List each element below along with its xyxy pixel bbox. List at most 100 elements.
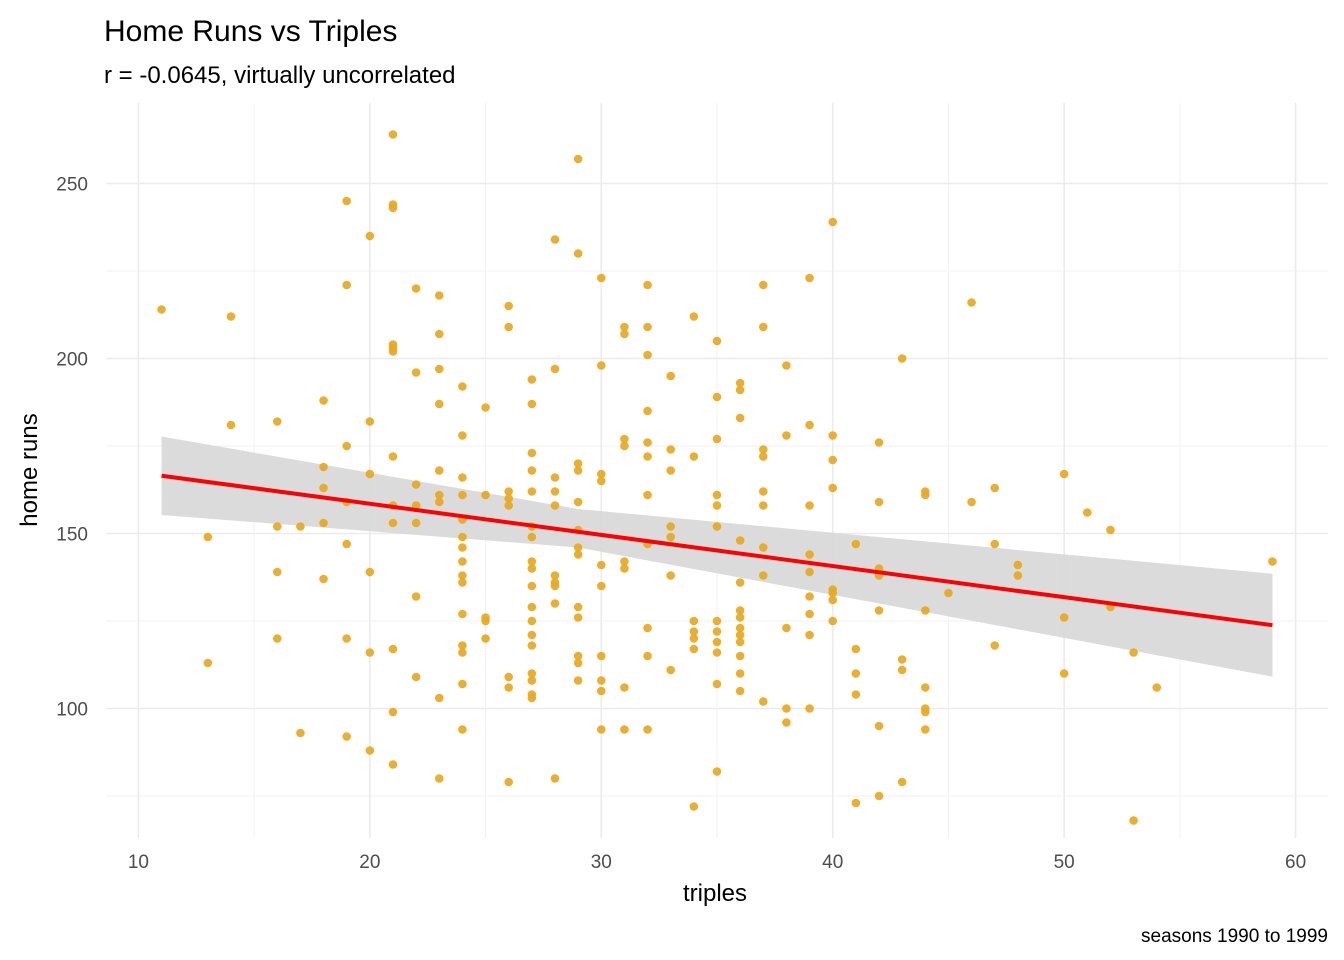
- data-point: [805, 704, 814, 713]
- data-point: [550, 235, 560, 244]
- data-point: [643, 725, 652, 734]
- data-point: [758, 501, 768, 510]
- data-point: [620, 564, 629, 573]
- data-point: [758, 280, 768, 290]
- data-point: [458, 609, 467, 619]
- data-point: [388, 644, 398, 654]
- data-point: [458, 641, 467, 650]
- data-point: [920, 725, 930, 734]
- data-point: [434, 291, 444, 300]
- data-point: [874, 497, 884, 507]
- data-point: [504, 683, 514, 692]
- data-point: [712, 434, 722, 444]
- data-point: [550, 774, 560, 783]
- data-point: [573, 613, 583, 622]
- data-point: [735, 385, 745, 395]
- data-point: [689, 644, 699, 654]
- data-point: [620, 322, 629, 332]
- data-point: [573, 466, 583, 475]
- data-point: [712, 616, 722, 626]
- data-point: [1059, 469, 1069, 479]
- data-point: [1129, 816, 1138, 825]
- data-point: [805, 592, 814, 601]
- data-point: [527, 581, 537, 591]
- data-point: [712, 637, 722, 647]
- data-point: [666, 371, 676, 381]
- data-point: [596, 476, 606, 486]
- data-point: [365, 469, 375, 479]
- data-point: [1059, 613, 1069, 622]
- data-point: [1013, 571, 1023, 580]
- data-point: [504, 777, 514, 787]
- data-point: [758, 445, 768, 454]
- data-point: [527, 487, 537, 496]
- data-point: [805, 501, 814, 510]
- data-point: [735, 606, 745, 615]
- data-point: [689, 627, 699, 636]
- data-point: [342, 539, 351, 549]
- data-point: [434, 693, 444, 703]
- data-point: [782, 431, 791, 440]
- data-point: [735, 578, 745, 587]
- data-point: [666, 571, 676, 580]
- data-point: [365, 231, 375, 241]
- data-point: [527, 630, 537, 640]
- data-point: [550, 364, 560, 374]
- data-point: [666, 445, 676, 454]
- data-point: [458, 543, 467, 552]
- data-point: [828, 595, 838, 605]
- data-point: [620, 557, 629, 566]
- data-point: [272, 634, 282, 643]
- data-point: [851, 798, 861, 808]
- data-point: [550, 501, 560, 510]
- data-point: [296, 728, 305, 738]
- x-tick-label: 20: [359, 852, 380, 873]
- data-point: [458, 532, 467, 542]
- data-point: [758, 571, 768, 580]
- data-point: [388, 452, 398, 461]
- data-point: [1106, 525, 1115, 535]
- data-point: [411, 592, 421, 601]
- data-point: [596, 651, 606, 661]
- data-point: [643, 322, 652, 332]
- data-point: [1268, 557, 1277, 566]
- data-point: [550, 473, 560, 482]
- data-point: [689, 616, 699, 626]
- chart-caption: seasons 1990 to 1999: [1141, 926, 1328, 947]
- data-point: [874, 606, 884, 615]
- data-point: [735, 623, 745, 633]
- data-point: [203, 532, 213, 542]
- data-point: [527, 399, 537, 409]
- data-point: [735, 378, 745, 388]
- data-point: [758, 322, 768, 332]
- data-point: [573, 651, 583, 661]
- chart-subtitle: r = -0.0645, virtually uncorrelated: [104, 62, 456, 89]
- x-tick-label: 60: [1285, 852, 1306, 873]
- data-point: [1129, 648, 1138, 657]
- data-point: [897, 655, 907, 664]
- data-point: [550, 599, 560, 608]
- data-point: [411, 501, 421, 510]
- data-point: [666, 665, 676, 675]
- data-point: [434, 466, 444, 475]
- chart-title: Home Runs vs Triples: [104, 15, 397, 48]
- data-point: [944, 588, 953, 598]
- data-point: [527, 676, 537, 685]
- data-point: [527, 466, 537, 475]
- data-point: [1152, 683, 1162, 692]
- data-point: [411, 480, 421, 489]
- data-point: [805, 567, 814, 577]
- data-point: [758, 543, 768, 552]
- data-point: [1013, 560, 1023, 570]
- data-point: [458, 648, 467, 657]
- data-point: [851, 644, 861, 654]
- data-point: [481, 403, 490, 412]
- data-point: [458, 490, 467, 500]
- data-point: [411, 672, 421, 682]
- data-point: [897, 354, 907, 363]
- data-point: [758, 452, 768, 461]
- data-point: [620, 725, 629, 734]
- data-point: [666, 466, 676, 475]
- data-point: [388, 518, 398, 528]
- data-point: [504, 494, 514, 503]
